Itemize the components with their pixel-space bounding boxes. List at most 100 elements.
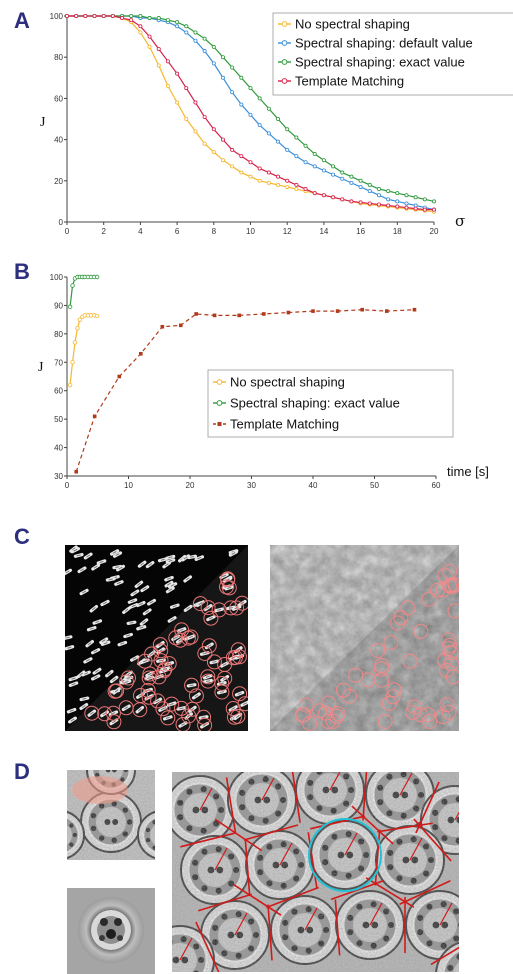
orientation-marker [439,902,453,926]
particle [164,575,174,582]
particle [158,705,168,712]
particle-core [93,676,98,679]
particle-core [224,585,229,588]
particle-core [87,642,92,646]
legend-label-template-matching: Template Matching [295,74,404,89]
data-point [193,129,198,134]
particle-core [132,657,137,660]
particle-core [91,607,96,611]
particle [86,626,97,632]
particle [135,705,145,714]
cell-granule [44,838,48,842]
particle-body [121,679,132,685]
particle [79,702,89,711]
particle [223,575,233,583]
detection-circle [360,672,376,688]
particle-body [76,670,86,678]
particle [192,601,203,608]
particle-body [228,705,238,712]
cell-wall [80,791,142,853]
cell-granule [50,820,54,824]
cell-granule [377,799,384,806]
detection-circle [320,714,336,729]
detection-circle [400,600,416,616]
detection-circle [225,701,241,716]
data-point [340,170,345,175]
cell-granule [207,866,215,874]
cell-granule [254,796,262,804]
data-point [94,313,100,319]
particle [115,564,126,572]
particle [156,658,166,663]
particle [130,655,140,662]
cell-granule [426,903,433,910]
y-tick-label: 90 [54,301,63,310]
detection-circle [200,600,216,616]
data-point [248,112,253,117]
detection-circle [386,682,402,698]
x-tick-label: 20 [430,227,439,236]
boundary-segment [430,946,459,966]
particle [83,657,93,664]
particle-core [162,668,168,670]
cell-granule [69,842,74,847]
detection-circle [144,646,160,662]
particle [186,683,197,688]
particle-body [184,712,193,720]
detection-circle [192,596,208,612]
cell [375,825,445,895]
cell-granule [331,833,338,840]
particle-body [73,552,84,558]
particle-core [99,560,104,564]
detection-circle [385,689,401,705]
particle [154,674,164,680]
detection-circle [442,564,458,580]
particle-core [156,675,162,679]
data-point [101,13,106,18]
cell-granule [248,918,255,925]
data-point [358,178,363,183]
particle-core [67,646,72,649]
cell-granule [322,859,329,866]
cell-granule [440,942,447,949]
data-point [294,154,299,159]
particle-body [183,575,193,583]
cell-granule [346,851,354,859]
detection-circle [121,670,136,686]
cell-granule [280,841,287,848]
cell-core [423,908,457,942]
particle-body [233,646,243,654]
y-tick-label: 50 [54,415,63,424]
detection-circle [443,656,459,672]
particle [224,585,235,591]
cell-granule [177,799,184,806]
cell-wall [200,900,270,970]
particle-body [112,687,121,695]
data-point [212,313,217,318]
cell [365,772,435,830]
particle-core [95,620,100,624]
particle-body [200,721,210,729]
data-point [312,152,317,157]
detection-circle [197,646,213,661]
particle [209,659,220,665]
cell-core [288,913,322,947]
cell-granule [61,833,66,838]
particle [167,616,177,623]
data-point [230,164,235,169]
cell-granule [347,914,354,921]
particle-core [147,677,152,679]
particle-body [85,640,94,648]
particle-core [227,586,232,589]
cell-granule [221,950,228,957]
particle [166,701,177,707]
data-point [404,205,409,210]
particle [68,681,79,687]
data-point [340,176,345,181]
cell-granule [322,786,330,794]
orientation-marker [279,842,293,866]
cell-granule [471,951,477,957]
cell-granule [400,772,407,778]
x-tick-label: 6 [175,227,180,236]
x-tick-label: 0 [65,227,70,236]
